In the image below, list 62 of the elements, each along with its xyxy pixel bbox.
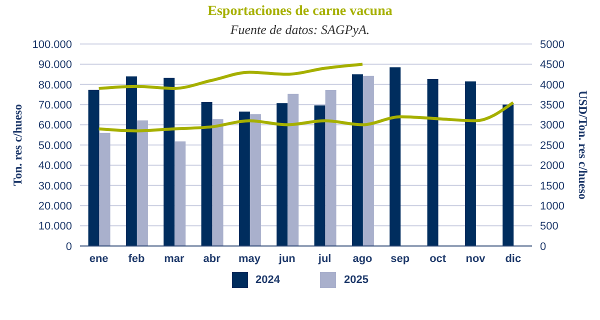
x-tick-label: may (238, 252, 262, 265)
y2-tick-label: 500 (540, 220, 558, 233)
x-tick-label: jul (317, 252, 332, 265)
x-tick-label: sep (390, 252, 410, 265)
x-tick-label: feb (128, 252, 146, 265)
bar (212, 119, 224, 246)
line-series (97, 62, 364, 90)
y2-tick-label: 1500 (540, 180, 564, 192)
bar (464, 81, 476, 246)
bar (314, 105, 326, 246)
bar (325, 90, 336, 246)
legend-label: 2025 (343, 273, 368, 288)
y-tick-label: 50.000 (38, 140, 72, 152)
y-tick-label: 0 (66, 240, 72, 253)
y-tick-label: 80.000 (38, 79, 72, 92)
x-tick-label: ago (352, 252, 373, 265)
bar (126, 76, 137, 246)
y-tick-label: 40.000 (38, 160, 72, 172)
y-tick-label: 10.000 (38, 220, 72, 233)
chart-subtitle: Fuente de datos: SAGPyA. (229, 22, 371, 38)
y-tick-label: 60.000 (38, 120, 72, 132)
y-tick-label: 30.000 (38, 180, 72, 192)
y2-tick-label: 1000 (540, 200, 564, 213)
y2-tick-label: 2000 (540, 160, 564, 172)
bar (427, 78, 438, 246)
x-tick-label: nov (466, 252, 486, 265)
y2-tick-label: 4500 (540, 59, 564, 72)
x-tick-label: abr (203, 252, 222, 265)
x-tick-label: dic (505, 252, 522, 265)
bar (174, 141, 186, 246)
bar (164, 78, 175, 246)
bar (502, 104, 514, 246)
bar (390, 67, 401, 246)
x-tick-label: oct (430, 252, 446, 265)
legend-label: 2024 (254, 273, 280, 288)
y2-tick-label: 4000 (540, 79, 564, 92)
line-series (97, 101, 515, 132)
y-tick-label: 70.000 (38, 100, 72, 112)
y2-axis-title: USD/Ton. res c/hueso (576, 90, 590, 200)
bar (352, 74, 363, 246)
bar (136, 120, 148, 246)
x-tick-label: jun (278, 252, 296, 265)
bar (99, 132, 110, 246)
x-tick-label: mar (164, 252, 185, 265)
y2-tick-label: 0 (540, 240, 546, 253)
y-tick-label: 20.000 (38, 200, 72, 213)
y-axis-title: Ton. res c/hueso (10, 104, 24, 186)
bar (250, 114, 261, 246)
x-tick-label: ene (89, 252, 108, 265)
y2-tick-label: 3500 (540, 100, 564, 112)
chart-title: Esportaciones de carne vacuna (206, 4, 394, 20)
y-tick-label: 100.000 (32, 38, 72, 51)
bar (276, 103, 288, 246)
y2-tick-label: 3000 (540, 120, 564, 132)
y-tick-label: 90.000 (38, 59, 72, 72)
bar (362, 76, 374, 246)
bar (238, 112, 250, 246)
y2-tick-label: 5000 (540, 38, 564, 51)
bar (288, 94, 299, 246)
bar (201, 102, 212, 246)
y2-tick-label: 2500 (540, 140, 564, 152)
bar (88, 90, 100, 246)
